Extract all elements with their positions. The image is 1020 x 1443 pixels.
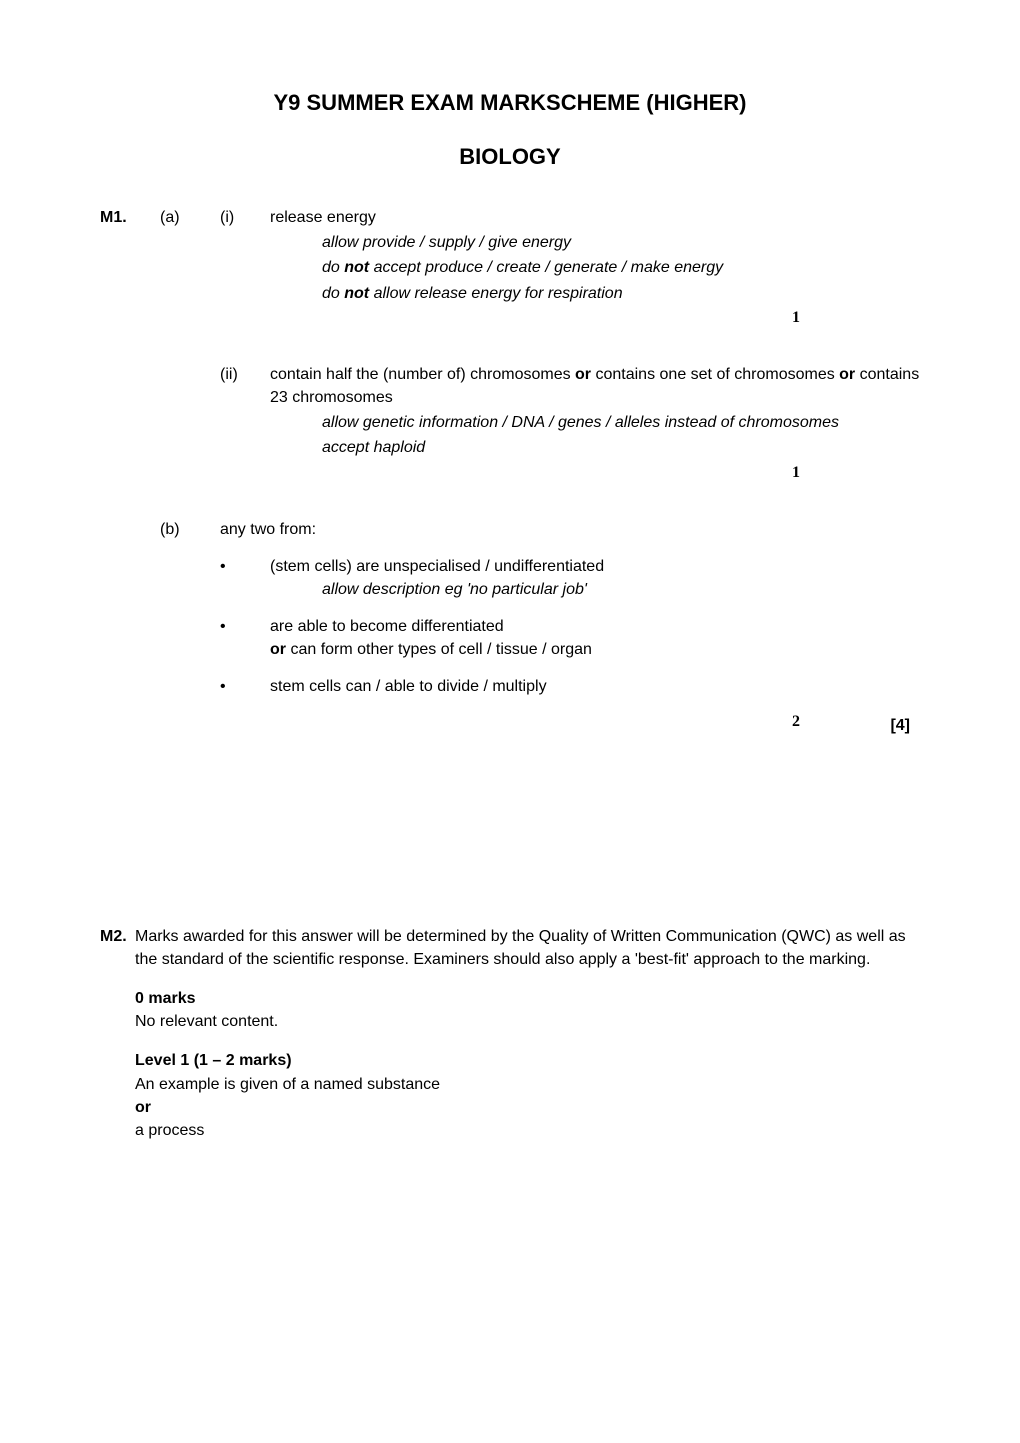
m2-level1-line2: a process xyxy=(135,1119,920,1142)
m1-a-ii-answer: contain half the (number of) chromosomes… xyxy=(270,363,920,409)
m1-a-i-mark: 1 xyxy=(100,309,920,327)
m1-b-bullet-2: • are able to become differentiated or c… xyxy=(220,615,920,661)
part-b-label: (b) xyxy=(160,518,220,541)
m1-b-bullet-2-text: are able to become differentiated xyxy=(270,615,920,638)
m1-b-bullet-1-content: (stem cells) are unspecialised / undiffe… xyxy=(270,555,920,601)
m2-intro: Marks awarded for this answer will be de… xyxy=(135,925,920,971)
bullet-dot: • xyxy=(220,675,270,698)
m1-a-i-note-1: allow provide / supply / give energy xyxy=(322,231,920,254)
m1-a-ii-note-1: allow genetic information / DNA / genes … xyxy=(322,411,920,434)
m1-a-i-note-3: do not allow release energy for respirat… xyxy=(322,282,920,305)
m1-b-bullet-1: • (stem cells) are unspecialised / undif… xyxy=(220,555,920,601)
m2-level1: Level 1 (1 – 2 marks) An example is give… xyxy=(135,1049,920,1142)
m1-a-ii-content: contain half the (number of) chromosomes… xyxy=(270,363,920,460)
m1-b-row: (b) any two from: xyxy=(160,518,920,541)
m1-b-bullet-2-text2: or can form other types of cell / tissue… xyxy=(270,638,920,661)
m1-a-i-note-2: do not accept produce / create / generat… xyxy=(322,256,920,279)
part-ii-label: (ii) xyxy=(220,363,270,386)
question-number-m1: M1. xyxy=(100,206,160,229)
title-main: Y9 SUMMER EXAM MARKSCHEME (HIGHER) xyxy=(100,90,920,116)
section-gap xyxy=(100,735,920,925)
m1-a-ii-note-2: accept haploid xyxy=(322,436,920,459)
m1-b-bullet-3: • stem cells can / able to divide / mult… xyxy=(220,675,920,698)
m2-level0-heading: 0 marks xyxy=(135,987,920,1010)
m2-level0-text: No relevant content. xyxy=(135,1010,920,1033)
m1-b-bullet-3-content: stem cells can / able to divide / multip… xyxy=(270,675,920,698)
title-sub: BIOLOGY xyxy=(100,144,920,170)
part-a-label: (a) xyxy=(160,206,220,229)
m1-a-ii-row: (ii) contain half the (number of) chromo… xyxy=(220,363,920,460)
m2-level1-heading: Level 1 (1 – 2 marks) xyxy=(135,1049,920,1072)
m1-a-ii-mark: 1 xyxy=(100,464,920,482)
m1-a-i-answer: release energy xyxy=(270,206,920,229)
m1-a-i-content: release energy allow provide / supply / … xyxy=(270,206,920,305)
m2-level1-line1: An example is given of a named substance xyxy=(135,1073,920,1096)
m1-a-i-row: M1. (a) (i) release energy allow provide… xyxy=(100,206,920,305)
m1-b-bullet-2-content: are able to become differentiated or can… xyxy=(270,615,920,661)
m1-b-bullet-3-text: stem cells can / able to divide / multip… xyxy=(270,675,920,698)
m2-level0: 0 marks No relevant content. xyxy=(135,987,920,1033)
m2-level1-or: or xyxy=(135,1096,920,1119)
m2-block: M2. Marks awarded for this answer will b… xyxy=(100,925,920,1143)
m1-b-bullet-1-text: (stem cells) are unspecialised / undiffe… xyxy=(270,555,920,578)
m1-b-bullet-1-note: allow description eg 'no particular job' xyxy=(322,578,920,601)
bullet-dot: • xyxy=(220,615,270,638)
bullet-dot: • xyxy=(220,555,270,578)
part-i-label: (i) xyxy=(220,206,270,229)
question-number-m2: M2. xyxy=(100,925,135,948)
m1-b-intro: any two from: xyxy=(220,518,316,541)
m2-intro-row: M2. Marks awarded for this answer will b… xyxy=(100,925,920,971)
